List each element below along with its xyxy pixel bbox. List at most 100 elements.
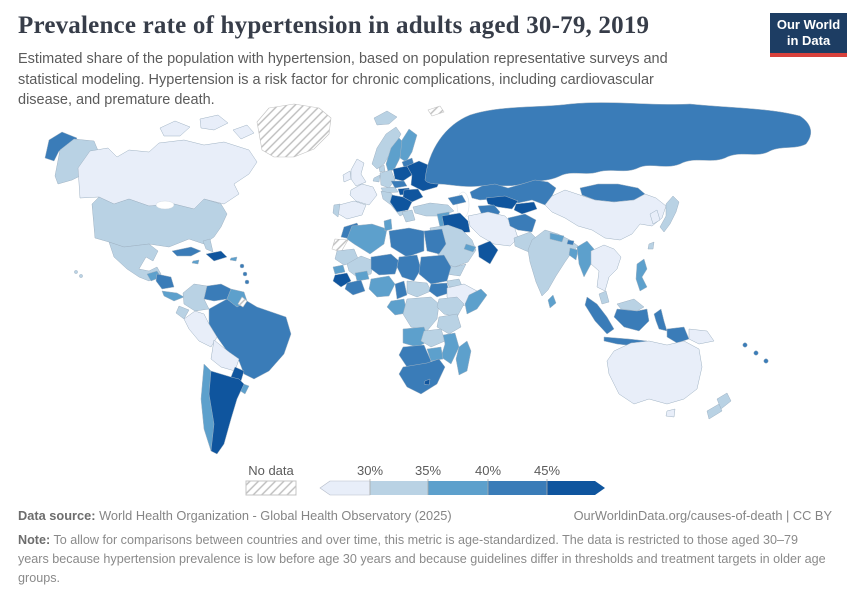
country-central-african-republic[interactable] xyxy=(406,280,432,298)
owid-logo[interactable]: Our World in Data xyxy=(770,13,847,57)
country-arctic-island[interactable] xyxy=(159,120,191,137)
country-greenland-no-data[interactable] xyxy=(256,103,332,158)
country-algeria[interactable] xyxy=(346,223,388,255)
country-china[interactable] xyxy=(544,189,667,241)
country-czechia-slovakia[interactable] xyxy=(390,180,408,189)
country-malaysia-borneo[interactable] xyxy=(616,298,645,312)
country-kyrgyzstan-tajikistan[interactable] xyxy=(513,201,538,215)
country-lesser-antilles[interactable] xyxy=(239,263,245,269)
country-costarica-panama[interactable] xyxy=(161,290,185,302)
country-hawaii[interactable] xyxy=(74,270,78,274)
country-usa[interactable] xyxy=(91,196,228,248)
country-sri-lanka[interactable] xyxy=(547,294,557,309)
country-svalbard-no-data[interactable] xyxy=(427,105,445,117)
country-lesser-antilles[interactable] xyxy=(244,279,250,285)
country-thailand-indochina[interactable] xyxy=(590,244,622,292)
country-gabon-congo[interactable] xyxy=(386,298,408,316)
country-japan[interactable] xyxy=(659,195,680,233)
country-senegal[interactable] xyxy=(332,264,346,275)
country-australia[interactable] xyxy=(606,340,703,405)
country-poland[interactable] xyxy=(392,165,413,182)
country-madagascar[interactable] xyxy=(455,340,472,376)
country-norway[interactable] xyxy=(371,126,402,170)
country-tanzania[interactable] xyxy=(436,313,462,335)
country-puerto-rico[interactable] xyxy=(229,256,238,262)
country-finland[interactable] xyxy=(399,128,418,163)
country-burkina-faso[interactable] xyxy=(354,270,370,282)
legend-bin4-segment[interactable] xyxy=(488,481,547,495)
country-dr-congo[interactable] xyxy=(402,296,440,332)
country-ivorycoast-ghana[interactable] xyxy=(344,279,366,296)
country-papua-new-guinea[interactable] xyxy=(688,328,715,345)
country-indonesia-papua[interactable] xyxy=(666,326,690,344)
country-united-kingdom[interactable] xyxy=(350,158,367,187)
country-mozambique[interactable] xyxy=(440,332,460,365)
country-cuba[interactable] xyxy=(171,246,202,257)
country-south-africa[interactable] xyxy=(398,358,446,395)
country-egypt[interactable] xyxy=(423,228,447,255)
country-iran[interactable] xyxy=(467,211,519,247)
country-lesser-antilles[interactable] xyxy=(242,271,248,277)
country-pacific-island[interactable] xyxy=(742,342,748,348)
country-mexico[interactable] xyxy=(108,241,162,282)
country-colombia[interactable] xyxy=(182,283,210,312)
country-zimbabwe[interactable] xyxy=(426,346,444,362)
owid-link[interactable]: OurWorldinData.org/causes-of-death | CC … xyxy=(573,508,832,523)
country-balkans[interactable] xyxy=(389,194,413,213)
country-bhutan[interactable] xyxy=(566,239,575,246)
country-arctic-island[interactable] xyxy=(232,124,255,140)
legend-bin1-segment[interactable] xyxy=(319,480,371,496)
country-koreas[interactable] xyxy=(649,209,661,225)
country-oman[interactable] xyxy=(477,240,499,265)
country-south-sudan[interactable] xyxy=(428,282,450,298)
country-pacific-island[interactable] xyxy=(763,358,769,364)
country-malaysia-peninsula[interactable] xyxy=(598,290,610,305)
country-romania[interactable] xyxy=(402,188,424,203)
country-philippines[interactable] xyxy=(635,258,648,292)
country-caucasus[interactable] xyxy=(447,194,467,206)
country-bangladesh[interactable] xyxy=(568,247,579,261)
legend-bin2-segment[interactable] xyxy=(370,481,428,495)
country-new-zealand[interactable] xyxy=(706,403,723,420)
legend-bin3-segment[interactable] xyxy=(428,481,488,495)
country-haiti-dominican[interactable] xyxy=(205,250,228,262)
country-lesotho[interactable] xyxy=(423,378,431,386)
country-uae-qatar[interactable] xyxy=(463,243,477,253)
country-france[interactable] xyxy=(349,183,378,206)
country-russia[interactable] xyxy=(424,102,812,187)
country-zambia[interactable] xyxy=(420,328,446,348)
country-argentina[interactable] xyxy=(208,370,245,455)
country-benelux[interactable] xyxy=(372,174,381,183)
country-iceland[interactable] xyxy=(373,110,398,126)
country-taiwan[interactable] xyxy=(647,241,655,250)
country-canada[interactable] xyxy=(77,139,258,210)
country-sudan[interactable] xyxy=(418,254,452,285)
country-afghanistan[interactable] xyxy=(507,213,537,233)
country-tasmania[interactable] xyxy=(665,408,676,418)
country-denmark[interactable] xyxy=(378,164,386,173)
country-tunisia[interactable] xyxy=(383,218,393,232)
country-honduras-nicaragua[interactable] xyxy=(155,273,175,290)
country-niger[interactable] xyxy=(370,253,400,276)
country-germany[interactable] xyxy=(379,169,396,189)
country-usa-florida[interactable] xyxy=(202,238,214,253)
country-spain[interactable] xyxy=(336,200,367,220)
country-cameroon[interactable] xyxy=(394,280,408,300)
country-indonesia-sulawesi[interactable] xyxy=(653,308,668,332)
country-uganda-kenya[interactable] xyxy=(436,296,465,318)
country-venezuela[interactable] xyxy=(203,283,232,302)
country-pacific-island[interactable] xyxy=(753,350,759,356)
country-nigeria[interactable] xyxy=(368,275,396,298)
country-libya[interactable] xyxy=(388,227,425,258)
country-indonesia-borneo[interactable] xyxy=(613,308,650,332)
country-indonesia-sumatra[interactable] xyxy=(584,296,615,335)
country-jamaica[interactable] xyxy=(191,259,200,265)
country-greece[interactable] xyxy=(401,209,416,223)
legend-no-data-swatch[interactable] xyxy=(245,480,297,496)
country-portugal[interactable] xyxy=(332,203,341,218)
country-ireland[interactable] xyxy=(342,170,352,183)
country-chad[interactable] xyxy=(396,254,422,282)
country-guinea[interactable] xyxy=(332,272,352,288)
country-somalia[interactable] xyxy=(464,288,488,315)
country-peru[interactable] xyxy=(183,310,218,348)
